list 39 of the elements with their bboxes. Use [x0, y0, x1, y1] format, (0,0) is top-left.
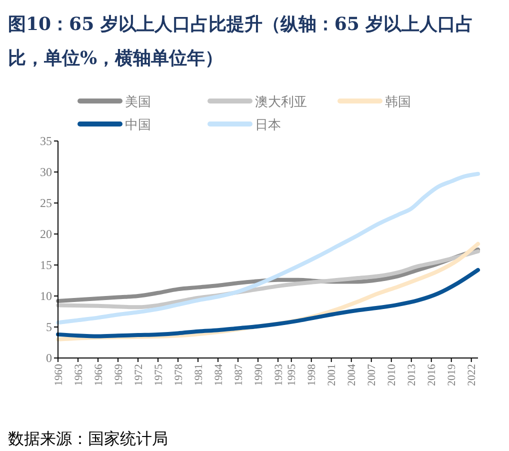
x-tick-label: 2010	[386, 364, 398, 386]
legend-label: 澳大利亚	[255, 95, 307, 110]
x-tick-label: 1981	[192, 364, 205, 386]
x-tick-label: 1987	[232, 364, 245, 386]
x-tick-label: 2019	[446, 364, 458, 386]
source-note: 数据来源：国家统计局	[8, 429, 169, 450]
legend-label: 韩国	[385, 95, 411, 110]
x-tick-label: 1978	[172, 364, 185, 386]
y-tick-label: 20	[40, 227, 52, 242]
y-tick-label: 30	[40, 165, 52, 180]
line-series	[56, 172, 480, 325]
legend-label: 日本	[255, 118, 281, 133]
x-tick-label: 2007	[366, 364, 378, 386]
x-tick-label: 2013	[406, 364, 418, 386]
y-tick-label: 10	[40, 289, 52, 304]
x-tick-label: 2001	[326, 364, 338, 386]
x-tick-label: 1993	[272, 364, 285, 386]
y-tick-label: 0	[46, 351, 52, 366]
y-tick-label: 5	[46, 320, 52, 334]
x-tick-label: 1966	[92, 364, 105, 386]
x-tick-label: 1963	[72, 364, 85, 386]
legend-label: 中国	[125, 118, 151, 133]
x-tick-label: 1990	[252, 364, 265, 386]
x-tick-label: 2016	[426, 364, 438, 386]
x-tick-label: 1975	[152, 364, 165, 386]
line-series	[56, 268, 480, 338]
y-tick-label: 35	[40, 134, 52, 148]
x-tick-label: 1969	[112, 364, 125, 386]
x-tick-label: 1960	[52, 364, 65, 386]
y-tick-label: 15	[40, 258, 52, 272]
x-tick-label: 1995	[286, 364, 298, 386]
x-tick-label: 1998	[306, 364, 318, 386]
chart-title: 图10：65 岁以上人口占比提升（纵轴：65 岁以上人口占比，单位%，横轴单位年）	[8, 13, 475, 71]
y-tick-label: 25	[40, 196, 52, 210]
x-tick-label: 2022	[466, 364, 478, 386]
legend-label: 美国	[125, 94, 151, 110]
x-tick-label: 1972	[132, 364, 145, 386]
x-tick-label: 2004	[346, 364, 358, 386]
x-tick-label: 1984	[212, 364, 225, 386]
